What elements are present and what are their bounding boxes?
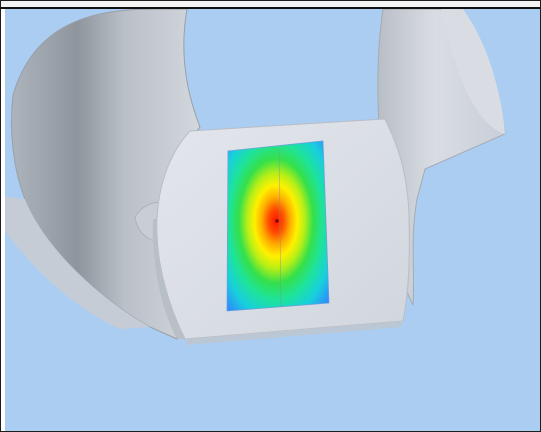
contour-centerline [278, 148, 282, 308]
top-border [1, 1, 540, 9]
contour-patch [226, 140, 330, 312]
3d-viewport[interactable] [5, 9, 540, 431]
plate-bottom-edge [185, 321, 403, 345]
right-arm-face [441, 9, 505, 134]
scene-svg [5, 9, 540, 431]
plate-bevel [152, 219, 185, 339]
left-arm-edge [5, 197, 150, 329]
peak-marker-icon [275, 219, 279, 223]
stress-contour-plot[interactable] [226, 140, 330, 312]
